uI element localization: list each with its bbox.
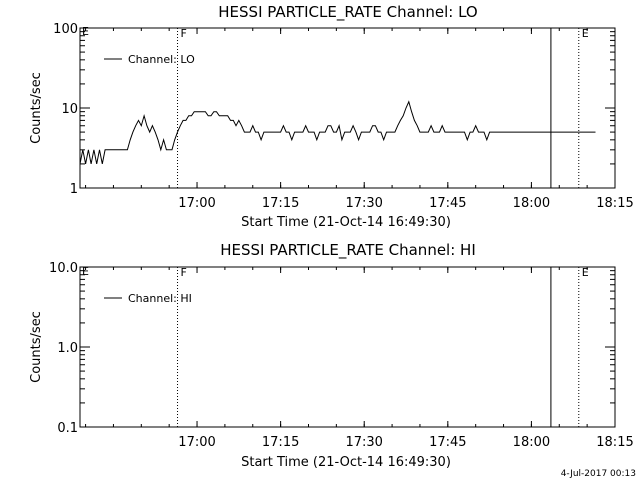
xlabel-hi: Start Time (21-Oct-14 16:49:30) <box>241 455 451 470</box>
plot-frame-hi <box>79 266 616 428</box>
x-tick-label-hi: 17:00 <box>178 435 215 450</box>
legend-label-lo: Channel: LO <box>128 53 195 66</box>
panel-lo: HESSI PARTICLE_RATE Channel: LO Counts/s… <box>29 3 634 230</box>
y-tick-label-hi: 1.0 <box>57 341 78 356</box>
x-tick-label-lo: 18:15 <box>596 196 633 211</box>
x-tick-label-hi: 17:30 <box>345 435 382 450</box>
edge-label-hi: E <box>82 265 89 278</box>
x-tick-label-hi: 18:15 <box>596 435 633 450</box>
y-tick-label-hi: 10.0 <box>49 261 78 276</box>
marker-label-hi: E <box>582 266 589 279</box>
x-tick-label-hi: 18:00 <box>513 435 550 450</box>
y-tick-label-lo: 1 <box>70 182 78 197</box>
title-lo: HESSI PARTICLE_RATE Channel: LO <box>218 3 477 22</box>
footer-timestamp: 4-Jul-2017 00:13 <box>561 469 636 479</box>
series-line-lo <box>79 100 596 164</box>
marker-label-hi: F <box>181 266 187 279</box>
x-tick-label-lo: 18:00 <box>513 196 550 211</box>
legend-label-hi: Channel: HI <box>128 292 192 305</box>
title-hi: HESSI PARTICLE_RATE Channel: HI <box>220 241 476 260</box>
xlabel-lo: Start Time (21-Oct-14 16:49:30) <box>241 215 451 230</box>
y-tick-label-hi: 0.1 <box>57 421 78 436</box>
panel-hi: HESSI PARTICLE_RATE Channel: HI Counts/s… <box>29 241 634 470</box>
x-tick-label-hi: 17:15 <box>262 435 299 450</box>
x-tick-label-hi: 17:45 <box>429 435 466 450</box>
x-tick-label-lo: 17:00 <box>178 196 215 211</box>
ylabel-hi: Counts/sec <box>29 311 44 383</box>
marker-label-lo: E <box>582 27 589 40</box>
x-tick-label-lo: 17:45 <box>429 196 466 211</box>
y-tick-label-lo: 100 <box>53 22 78 37</box>
marker-label-lo: F <box>181 27 187 40</box>
plot-frame-lo <box>79 27 616 189</box>
x-tick-label-lo: 17:15 <box>262 196 299 211</box>
x-tick-label-lo: 17:30 <box>345 196 382 211</box>
y-tick-label-lo: 10 <box>61 102 78 117</box>
ylabel-lo: Counts/sec <box>29 72 44 144</box>
edge-label-lo: E <box>82 25 89 38</box>
